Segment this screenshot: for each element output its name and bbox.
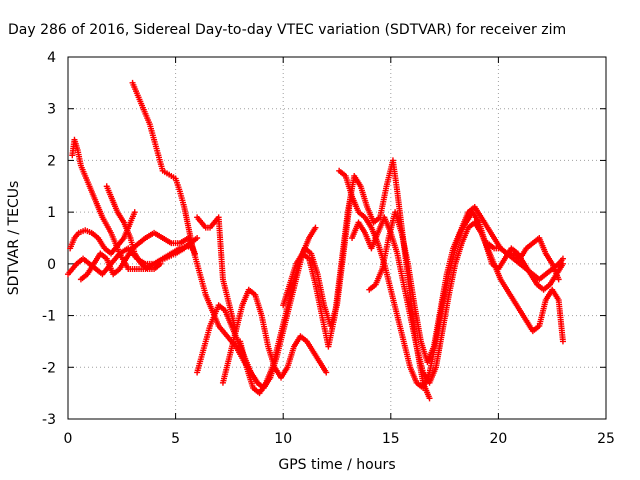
x-tick-label: 0 (64, 431, 73, 447)
y-tick-label: 4 (47, 50, 56, 66)
series-15 (484, 235, 562, 283)
data-point (555, 276, 562, 283)
series-7 (194, 214, 239, 335)
data-point (559, 338, 566, 345)
y-axis-label: SDTVAR / TECUs (6, 181, 22, 296)
data-point (426, 395, 433, 402)
x-tick-label: 15 (382, 431, 400, 447)
series-4 (77, 229, 198, 283)
series-6 (129, 79, 261, 386)
series-5 (103, 183, 164, 273)
data-point (131, 209, 138, 216)
series-9 (219, 286, 330, 386)
y-tick-label: 2 (47, 153, 56, 169)
y-tick-label: -1 (42, 309, 56, 325)
plot-frame (67, 56, 607, 420)
data-point (157, 260, 164, 267)
y-tick-label: -3 (42, 412, 56, 428)
series-3 (69, 136, 201, 273)
y-tick-label: 0 (47, 257, 56, 273)
series-14 (366, 209, 566, 366)
chart-title: Day 286 of 2016, Sidereal Day-to-day VTE… (8, 22, 566, 38)
x-axis-label: GPS time / hours (278, 457, 395, 473)
data-marks (65, 79, 566, 402)
y-tick-label: 1 (47, 205, 56, 221)
series-13 (349, 214, 566, 386)
data-point (323, 369, 330, 376)
x-tick-label: 5 (171, 431, 180, 447)
data-point (559, 255, 566, 262)
data-point (312, 224, 319, 231)
y-tick-label: 3 (47, 102, 56, 118)
y-tick-label: -2 (42, 360, 56, 376)
x-tick-label: 20 (489, 431, 507, 447)
tick-layer: 0 5 10 15 20 25 -3 -2 -1 0 1 2 3 4 (42, 50, 615, 447)
x-tick-label: 25 (597, 431, 615, 447)
data-point (194, 235, 201, 241)
data-point (559, 260, 566, 267)
x-tick-label: 10 (274, 431, 292, 447)
